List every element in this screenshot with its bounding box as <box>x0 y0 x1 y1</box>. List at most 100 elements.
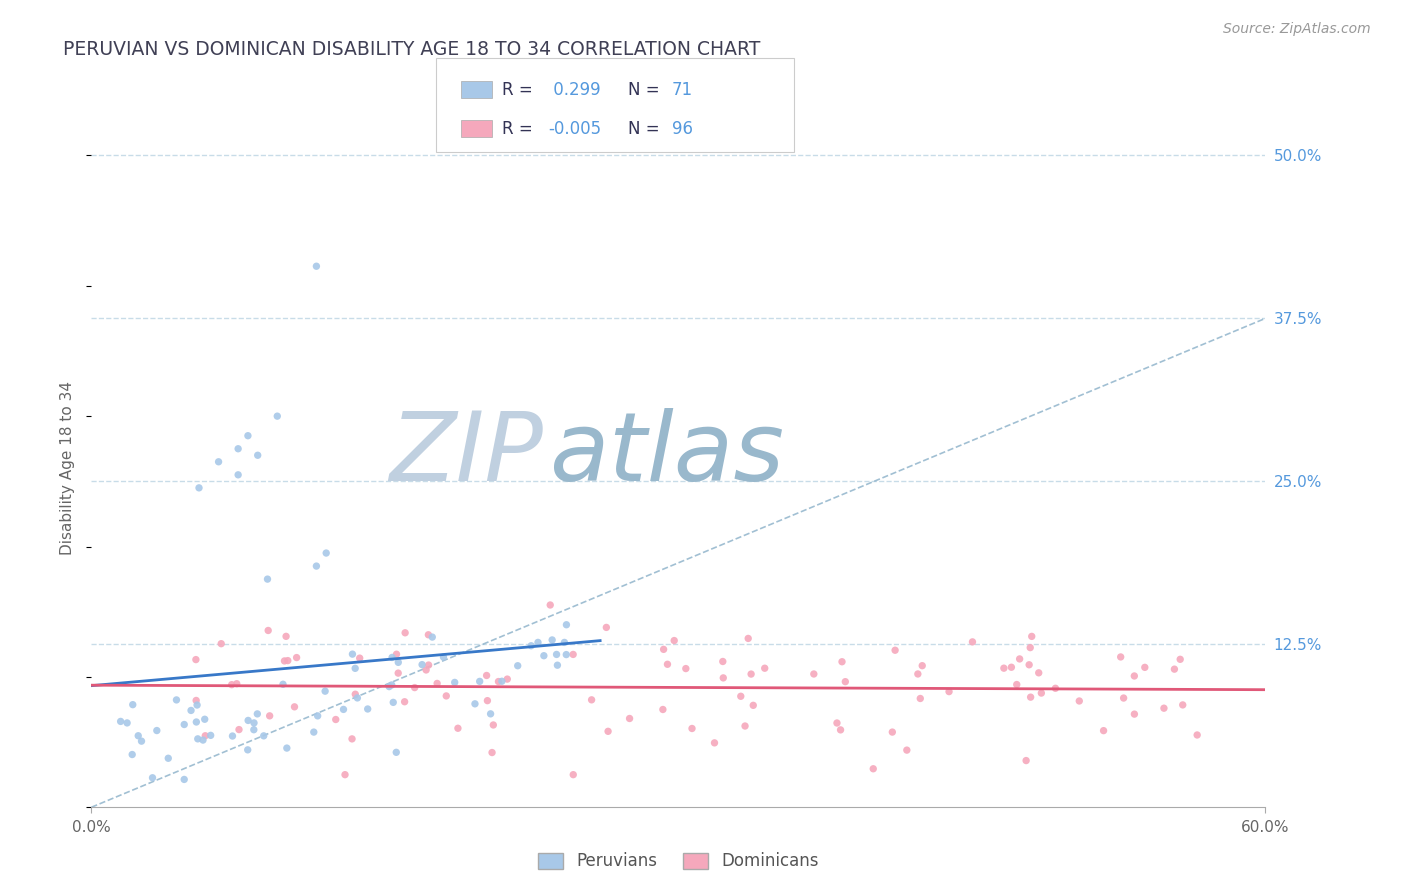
Point <box>1045 681 1067 696</box>
Point <box>415 663 437 677</box>
Point <box>479 706 502 721</box>
Point <box>381 678 404 692</box>
Text: R =: R = <box>502 120 538 137</box>
Point <box>274 629 297 643</box>
Point <box>194 712 217 726</box>
Point <box>546 648 568 662</box>
Point <box>562 648 585 662</box>
Point <box>911 658 934 673</box>
Point <box>1031 686 1053 700</box>
Point <box>1069 694 1091 708</box>
Point <box>226 467 249 482</box>
Point <box>555 617 578 632</box>
Point <box>200 728 222 742</box>
Point <box>340 731 363 746</box>
Point <box>283 699 305 714</box>
Point <box>191 733 214 747</box>
Point <box>1000 660 1022 674</box>
Point <box>477 693 499 707</box>
Point <box>581 693 603 707</box>
Text: R =: R = <box>502 80 538 98</box>
Point <box>1133 660 1156 674</box>
Point <box>896 743 918 757</box>
Text: -0.005: -0.005 <box>548 120 602 137</box>
Point <box>1018 657 1040 672</box>
Point <box>1015 754 1038 768</box>
Point <box>157 751 180 765</box>
Point <box>595 620 617 634</box>
Point <box>381 650 404 665</box>
Point <box>349 651 371 665</box>
Point <box>652 642 675 657</box>
Text: N =: N = <box>628 80 665 98</box>
Point <box>527 635 550 649</box>
Point <box>562 767 585 781</box>
Point <box>302 725 325 739</box>
Text: PERUVIAN VS DOMINICAN DISABILITY AGE 18 TO 34 CORRELATION CHART: PERUVIAN VS DOMINICAN DISABILITY AGE 18 … <box>63 40 761 59</box>
Point <box>225 677 247 691</box>
Point <box>228 723 250 737</box>
Point <box>315 546 337 560</box>
Point <box>506 658 529 673</box>
Point <box>1153 701 1175 715</box>
Point <box>253 729 276 743</box>
Point <box>657 657 679 672</box>
Point <box>938 684 960 698</box>
Point <box>209 637 232 651</box>
Point <box>207 455 229 469</box>
Point <box>307 709 329 723</box>
Point <box>734 719 756 733</box>
Point <box>651 702 673 716</box>
Point <box>742 698 765 713</box>
Point <box>382 695 405 709</box>
Point <box>1019 690 1042 705</box>
Point <box>1185 728 1208 742</box>
Point <box>740 667 762 681</box>
Point <box>342 647 364 661</box>
Point <box>285 650 308 665</box>
Point <box>432 650 454 665</box>
Point <box>993 661 1015 675</box>
Point <box>831 655 853 669</box>
Point <box>243 715 266 730</box>
Point <box>186 693 208 707</box>
Point <box>273 654 295 668</box>
Point <box>184 652 207 666</box>
Point <box>394 625 416 640</box>
Point <box>675 662 697 676</box>
Point <box>834 674 856 689</box>
Point <box>246 448 269 462</box>
Point <box>344 687 367 701</box>
Point <box>325 713 347 727</box>
Point <box>538 598 561 612</box>
Point <box>305 559 328 574</box>
Point <box>188 481 211 495</box>
Point <box>481 746 503 760</box>
Text: N =: N = <box>628 120 665 137</box>
Point <box>305 259 328 273</box>
Point <box>141 771 163 785</box>
Point <box>1171 698 1194 712</box>
Point <box>194 729 217 743</box>
Point <box>385 647 408 661</box>
Point <box>110 714 132 729</box>
Point <box>333 767 356 781</box>
Point <box>488 674 510 689</box>
Point <box>1005 677 1028 691</box>
Point <box>121 747 143 762</box>
Point <box>862 762 884 776</box>
Point <box>127 729 149 743</box>
Point <box>520 639 543 653</box>
Point <box>226 442 249 456</box>
Point <box>1008 652 1031 666</box>
Point <box>121 698 143 712</box>
Point <box>664 633 686 648</box>
Point <box>387 666 409 681</box>
Point <box>259 709 281 723</box>
Point <box>426 676 449 690</box>
Point <box>246 706 269 721</box>
Point <box>491 674 513 689</box>
Point <box>236 743 259 757</box>
Point <box>385 745 408 759</box>
Point <box>546 658 568 673</box>
